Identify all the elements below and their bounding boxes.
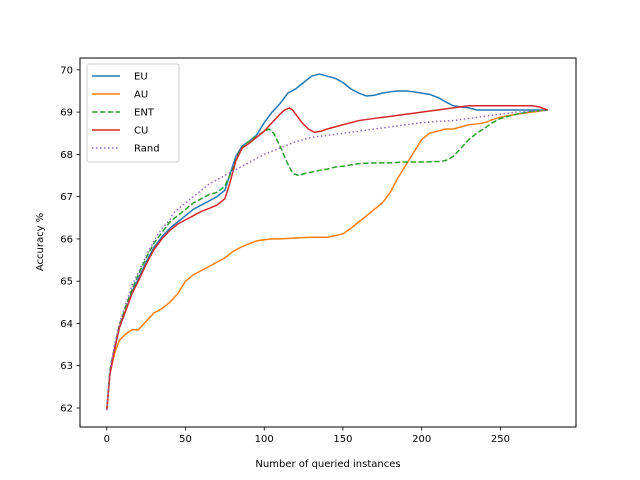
x-axis-ticks: 0 50 100 150 200 250 bbox=[104, 427, 510, 445]
y-tick-label: 69 bbox=[60, 108, 73, 119]
legend-label-ent: ENT bbox=[134, 108, 155, 119]
legend-label-eu: EU bbox=[134, 72, 148, 83]
series-line-ent bbox=[106, 109, 548, 411]
plot-series-group bbox=[106, 73, 548, 411]
x-tick-label: 200 bbox=[412, 434, 431, 445]
series-line-au bbox=[106, 109, 548, 411]
legend-box bbox=[86, 63, 180, 163]
legend-label-au: AU bbox=[134, 90, 148, 101]
x-tick-label: 250 bbox=[491, 434, 510, 445]
series-line-eu bbox=[106, 73, 548, 411]
y-tick-label: 62 bbox=[60, 403, 73, 414]
y-tick-label: 67 bbox=[60, 192, 73, 203]
y-axis-label: Accuracy % bbox=[35, 213, 46, 271]
x-axis-label: Number of queried instances bbox=[255, 459, 400, 470]
plot-area-frame bbox=[79, 57, 577, 428]
x-tick-label: 50 bbox=[179, 434, 192, 445]
y-tick-label: 70 bbox=[60, 65, 73, 76]
x-tick-label: 100 bbox=[255, 434, 274, 445]
y-tick-label: 68 bbox=[60, 150, 73, 161]
y-axis-ticks: 62 63 64 65 66 67 68 69 70 bbox=[60, 65, 80, 414]
y-tick-label: 63 bbox=[60, 361, 73, 372]
x-tick-label: 0 bbox=[104, 434, 110, 445]
legend-label-rand: Rand bbox=[134, 144, 160, 155]
series-line-rand bbox=[106, 109, 548, 411]
y-tick-label: 65 bbox=[60, 277, 73, 288]
legend: EU AU ENT CU Rand bbox=[86, 63, 180, 163]
y-tick-label: 66 bbox=[60, 234, 73, 245]
legend-label-cu: CU bbox=[134, 126, 148, 137]
x-tick-label: 150 bbox=[333, 434, 352, 445]
y-tick-label: 64 bbox=[60, 319, 73, 330]
series-line-cu bbox=[106, 105, 548, 411]
